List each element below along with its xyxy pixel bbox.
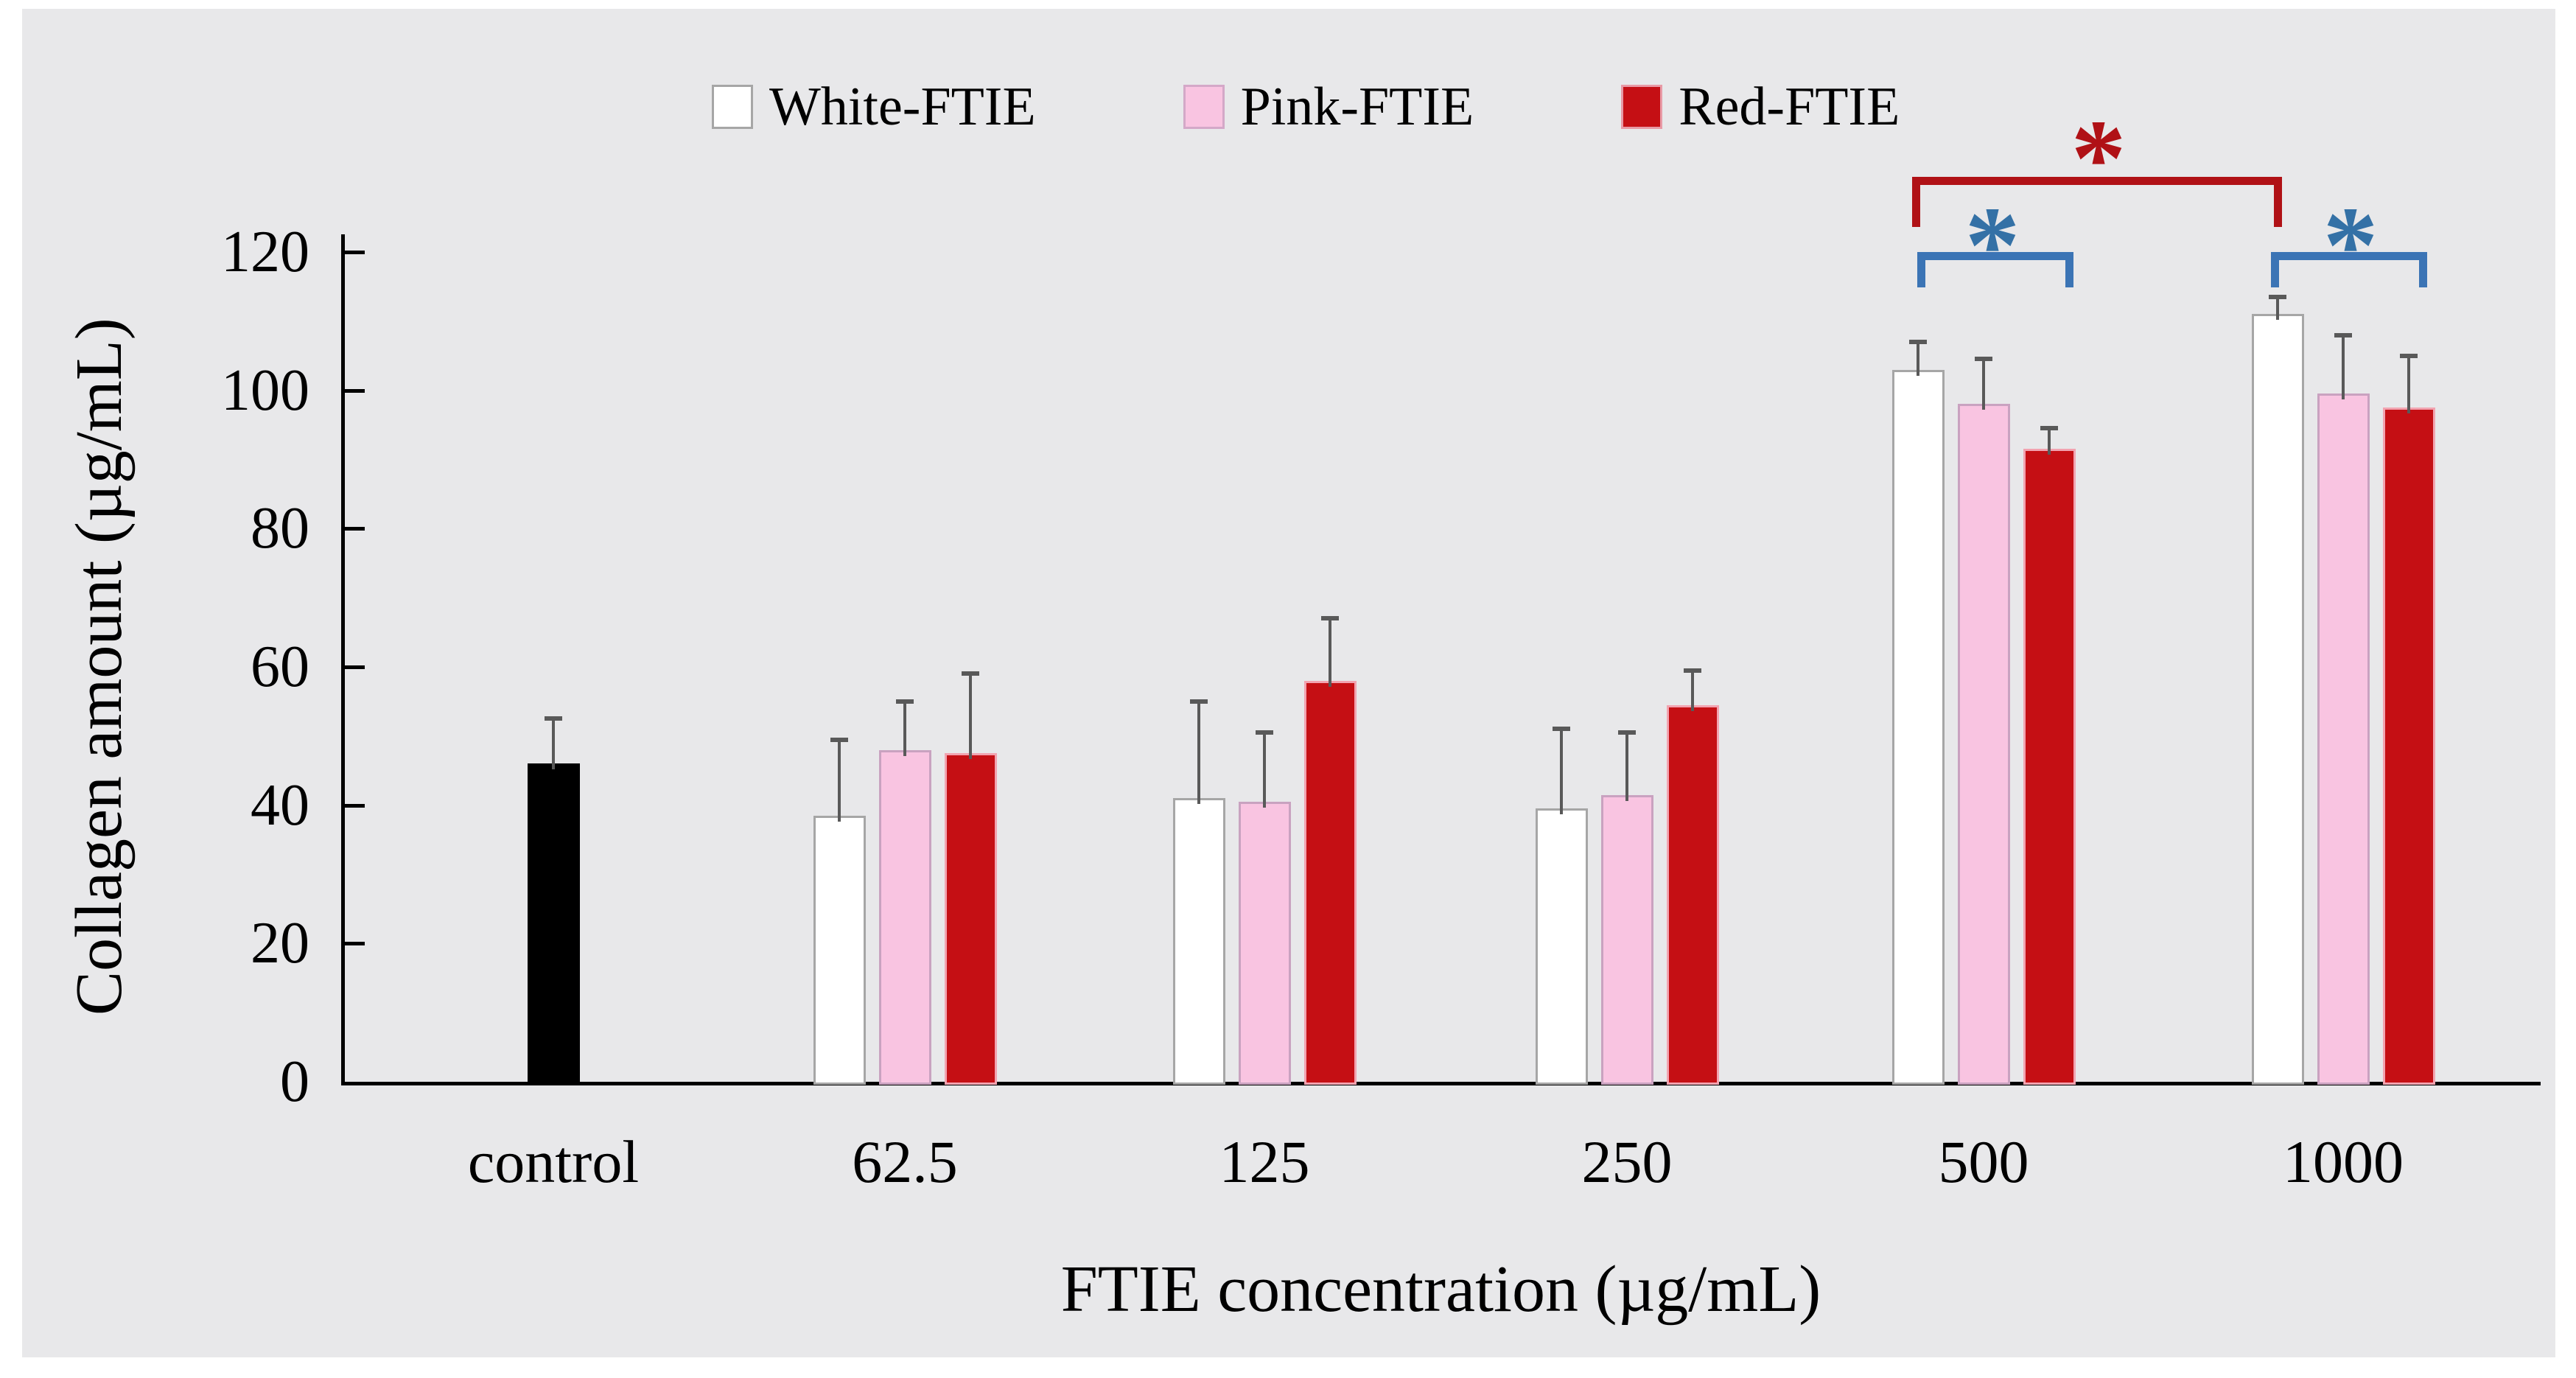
x-category-label: 250 <box>1581 1128 1673 1195</box>
y-tick-mark <box>345 665 365 669</box>
error-bar-cap <box>2334 332 2352 337</box>
error-bar-cap <box>896 699 914 704</box>
significance-bracket-blue-500 <box>1917 252 2073 287</box>
bar-white <box>813 815 866 1085</box>
legend-label: White-FTIE <box>769 77 1036 137</box>
legend-item-pink-ftie: Pink-FTIE <box>1183 80 1474 134</box>
red-ftie-swatch-icon <box>1621 85 1663 129</box>
error-bar-line <box>838 739 841 822</box>
bar-white <box>1891 369 1945 1085</box>
x-category-label: 500 <box>1938 1128 2029 1195</box>
error-bar-line <box>2407 355 2410 414</box>
y-tick-label: 0 <box>280 1049 309 1114</box>
significance-bracket-red <box>1912 177 2282 227</box>
error-bar-line <box>903 701 906 756</box>
bar-white <box>2251 314 2304 1085</box>
error-bar-cap <box>962 671 979 676</box>
bar-control <box>527 763 580 1085</box>
error-bar-cap <box>1684 668 1701 673</box>
error-bar-cap <box>830 737 848 742</box>
x-category-label: 1000 <box>2283 1128 2404 1195</box>
y-tick-label: 60 <box>251 634 309 699</box>
bar-pink <box>2317 394 2370 1085</box>
error-bar-line <box>1197 701 1200 805</box>
bar-pink <box>1600 794 1653 1085</box>
y-tick-label: 100 <box>221 357 309 423</box>
bar-red <box>2023 449 2076 1085</box>
bar-red <box>1303 680 1357 1085</box>
error-bar-line <box>1560 729 1563 815</box>
y-tick-mark <box>345 942 365 946</box>
bar-red <box>1666 704 1719 1085</box>
error-bar-line <box>2342 335 2345 400</box>
error-bar-cap <box>1553 727 1570 732</box>
legend-item-white-ftie: White-FTIE <box>712 80 1036 134</box>
bar-red <box>944 753 997 1085</box>
legend-item-red-ftie: Red-FTIE <box>1621 80 1900 134</box>
y-tick-mark <box>345 251 365 254</box>
error-bar-line <box>1263 732 1266 808</box>
error-bar-cap <box>545 716 562 721</box>
x-axis-title: FTIE concentration (µg/mL) <box>1060 1253 1821 1326</box>
error-bar-line <box>2048 428 2051 455</box>
error-bar-line <box>1329 618 1331 687</box>
significance-asterisk-blue-500: * <box>1964 184 2020 307</box>
y-tick-label: 120 <box>221 220 309 284</box>
y-tick-label: 20 <box>251 911 309 976</box>
bar-white <box>1172 798 1225 1085</box>
white-ftie-swatch-icon <box>712 85 753 129</box>
error-bar-cap <box>1190 699 1208 704</box>
bar-white <box>1535 808 1588 1085</box>
significance-asterisk-red: * <box>2071 97 2127 220</box>
x-category-label: control <box>467 1128 640 1195</box>
significance-asterisk-blue-1000: * <box>2323 184 2379 307</box>
y-tick-mark <box>345 388 365 393</box>
error-bar-line <box>552 718 555 770</box>
error-bar-line <box>1691 670 1694 711</box>
pink-ftie-swatch-icon <box>1183 85 1225 129</box>
y-tick-mark <box>345 527 365 531</box>
legend-label: Red-FTIE <box>1679 77 1900 137</box>
error-bar-cap <box>1321 616 1339 621</box>
bar-pink <box>1957 404 2010 1085</box>
x-category-label: 125 <box>1219 1128 1310 1195</box>
error-bar-cap <box>1256 730 1273 735</box>
error-bar-line <box>2276 296 2279 321</box>
error-bar-line <box>1982 359 1985 410</box>
x-category-label: 62.5 <box>852 1128 958 1195</box>
significance-bracket-blue-1000 <box>2271 252 2427 287</box>
error-bar-cap <box>1909 339 1927 344</box>
y-tick-label: 40 <box>251 772 309 838</box>
legend: White-FTIE Pink-FTIE Red-FTIE <box>712 80 1900 134</box>
error-bar-line <box>1917 341 1919 376</box>
error-bar-cap <box>2040 426 2058 431</box>
error-bar-cap <box>2269 294 2286 299</box>
bar-pink <box>1238 801 1291 1085</box>
bar-pink <box>878 749 931 1085</box>
error-bar-cap <box>2400 353 2418 358</box>
y-tick-label: 80 <box>251 496 309 562</box>
chart-panel: White-FTIE Pink-FTIE Red-FTIE Collagen a… <box>22 9 2555 1357</box>
error-bar-cap <box>1618 730 1636 735</box>
bar-red <box>2382 408 2435 1085</box>
x-axis-line <box>341 1082 2541 1085</box>
y-tick-mark <box>345 803 365 808</box>
y-axis-title: Collagen amount (µg/mL) <box>63 318 136 1016</box>
error-bar-line <box>1625 732 1628 801</box>
y-axis-line <box>341 234 345 1085</box>
error-bar-cap <box>1975 357 1992 362</box>
legend-label: Pink-FTIE <box>1240 77 1474 137</box>
error-bar-line <box>969 674 972 760</box>
